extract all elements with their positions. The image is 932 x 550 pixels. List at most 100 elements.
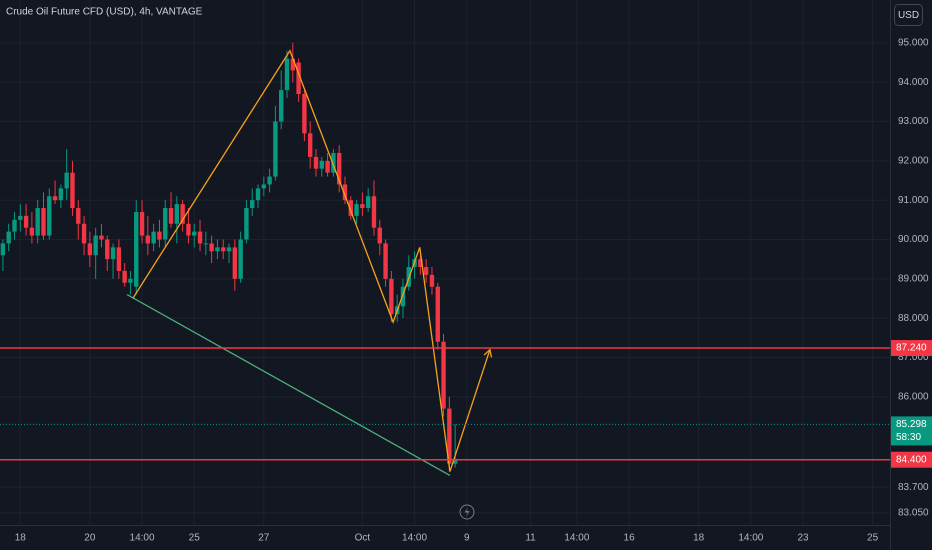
y-tick-label: 83.050 <box>898 507 929 518</box>
y-tick-label: 91.000 <box>898 195 929 206</box>
x-tick-label: 14:00 <box>130 533 155 544</box>
candle-body <box>290 58 296 71</box>
x-tick-label: 9 <box>464 533 470 544</box>
candle-body <box>452 459 458 464</box>
candle-body <box>81 223 87 244</box>
candle-body <box>371 196 377 228</box>
candle-body <box>0 243 6 256</box>
candle-body <box>203 243 209 245</box>
candle-body <box>47 196 52 236</box>
candle-body <box>110 247 116 260</box>
candle-body <box>261 184 267 189</box>
last-price-label: 85.298 <box>896 419 927 430</box>
candle-body <box>365 196 371 209</box>
arrowhead <box>483 348 493 358</box>
candle-body <box>336 152 342 185</box>
x-tick-label: 18 <box>693 533 705 544</box>
candle-body <box>307 133 313 157</box>
x-tick-label: 18 <box>15 533 27 544</box>
x-tick-label: 14:00 <box>402 533 427 544</box>
candle-body <box>441 341 446 409</box>
currency-label[interactable]: USD <box>898 10 919 21</box>
chart-title: Crude Oil Future CFD (USD), 4h, VANTAGE <box>6 7 203 18</box>
replay-icon[interactable] <box>459 504 475 520</box>
x-tick-label: 16 <box>624 533 636 544</box>
x-tick-label: 27 <box>258 533 270 544</box>
candle-body <box>174 204 180 224</box>
candle-body <box>273 121 278 177</box>
y-tick-label: 86.000 <box>898 391 929 402</box>
candle-body <box>221 247 226 252</box>
candle-body <box>267 176 272 185</box>
trendline <box>126 293 451 477</box>
candle-body <box>354 204 359 216</box>
y-tick-label: 88.000 <box>898 313 929 324</box>
candle-body <box>197 231 203 244</box>
last-price-box <box>891 416 932 446</box>
zigzag-line <box>132 49 491 472</box>
y-tick-label: 83.700 <box>898 482 929 493</box>
candle-body <box>377 227 382 244</box>
candle-body <box>250 200 255 209</box>
candle-body <box>389 278 394 315</box>
x-tick-label: 11 <box>525 533 536 544</box>
candle-body <box>348 200 353 216</box>
x-tick-label: 20 <box>84 533 96 544</box>
candle-body <box>87 243 93 256</box>
candle-body <box>64 172 69 189</box>
candle-body <box>58 188 64 201</box>
candle-body <box>180 204 185 224</box>
candle-body <box>29 227 35 236</box>
y-tick-label: 87.000 <box>898 352 929 363</box>
level-label-box <box>891 451 932 468</box>
candle-body <box>134 211 139 287</box>
y-tick-label: 93.000 <box>898 116 929 127</box>
candle-body <box>41 208 46 236</box>
plot <box>0 42 890 477</box>
candle-body <box>12 219 17 232</box>
x-tick-label: 14:00 <box>738 533 763 544</box>
y-tick-label: 89.000 <box>898 273 929 284</box>
y-tick-label: 92.000 <box>898 155 929 166</box>
candle-body <box>76 208 81 224</box>
candle-body <box>313 156 319 169</box>
candle-body <box>319 160 324 169</box>
candle-body <box>429 274 435 287</box>
candle-body <box>105 239 110 260</box>
candle-body <box>244 208 249 240</box>
replay-icon-bolt[interactable] <box>464 507 470 517</box>
x-tick-label: Oct <box>355 533 371 544</box>
level-label-box <box>891 340 932 357</box>
y-tick-label: 90.000 <box>898 234 929 245</box>
candle-body <box>435 286 440 342</box>
axes: 95.000 94.000 93.000 92.000 91.000 90.000 89.0… <box>15 38 932 544</box>
candle-body <box>447 408 452 464</box>
candle-body <box>139 211 145 236</box>
x-tick-label: 14:00 <box>564 533 589 544</box>
candle-body <box>418 259 423 268</box>
candle-body <box>35 208 40 236</box>
candle-body <box>192 231 197 236</box>
candle-body <box>168 208 174 224</box>
candle-body <box>70 172 75 209</box>
currency-button[interactable] <box>894 4 923 26</box>
candle-body <box>157 231 162 240</box>
x-tick-label: 25 <box>867 533 879 544</box>
candle-body <box>238 239 243 279</box>
level-label: 84.400 <box>896 454 927 465</box>
candle-body <box>302 93 307 134</box>
candle-body <box>360 204 365 209</box>
candle-body <box>23 215 29 228</box>
candle-body <box>226 247 232 252</box>
candle-body <box>325 160 330 173</box>
candle-body <box>6 231 11 244</box>
candle-body <box>18 215 23 220</box>
candle-body <box>400 286 406 307</box>
y-tick-label: 94.000 <box>898 77 929 88</box>
countdown-label: 58:30 <box>896 432 921 443</box>
candle-body <box>255 188 261 201</box>
x-tick-label: 23 <box>797 533 809 544</box>
